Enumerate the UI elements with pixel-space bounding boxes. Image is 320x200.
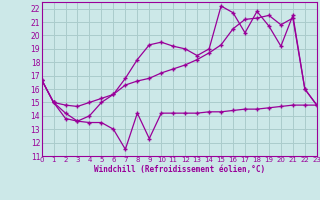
X-axis label: Windchill (Refroidissement éolien,°C): Windchill (Refroidissement éolien,°C) [94,165,265,174]
